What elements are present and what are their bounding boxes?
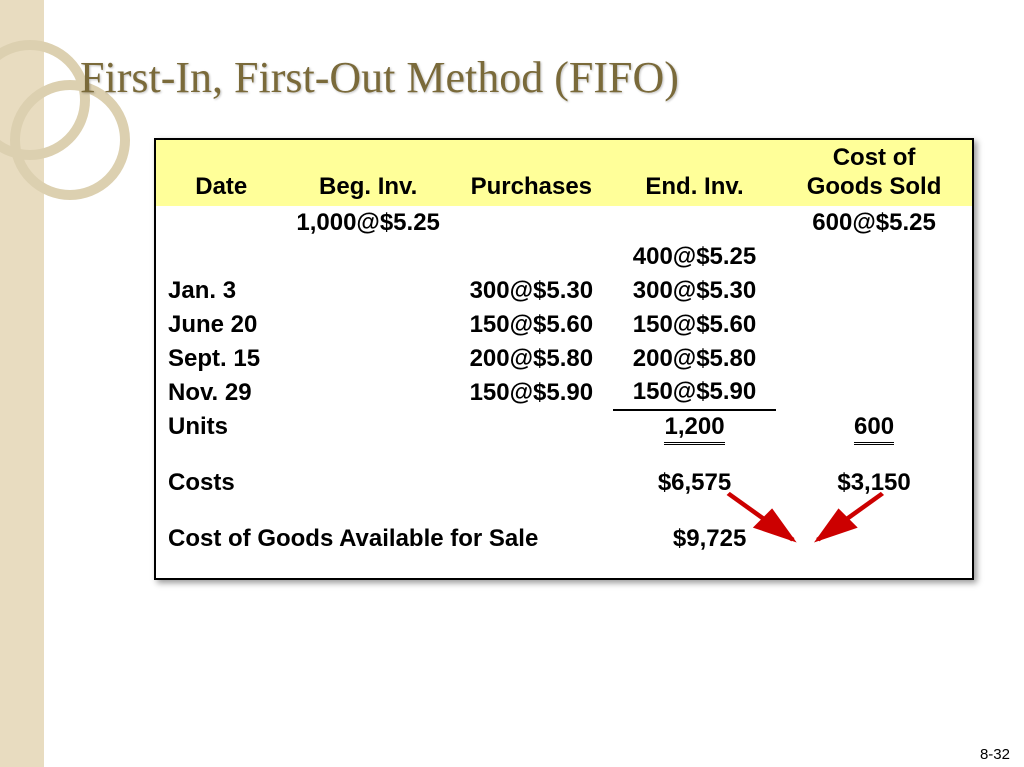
row-beg-inv: 1,000@$5.25 600@$5.25 [156,206,972,240]
row-jun20: June 20 150@$5.60 150@$5.60 [156,308,972,342]
cell-units-cogs: 600 [776,410,972,444]
cell-end-jun20: 150@$5.60 [613,308,776,342]
col-date: Date [156,140,287,206]
col-beg-inv: Beg. Inv. [287,140,450,206]
cell-date-nov29: Nov. 29 [156,376,287,410]
cell-units-end: 1,200 [613,410,776,444]
row-sep15: Sept. 15 200@$5.80 200@$5.80 [156,342,972,376]
row-end-400: 400@$5.25 [156,240,972,274]
cell-units-label: Units [156,410,287,444]
col-purchases: Purchases [450,140,613,206]
cell-purch-nov29: 150@$5.90 [450,376,613,410]
side-accent-band [0,0,44,767]
page-number: 8-32 [980,746,1010,763]
cell-costs-cogs: $3,150 [776,466,972,500]
cell-beg-inv: 1,000@$5.25 [287,206,450,240]
slide-title: First-In, First-Out Method (FIFO) [80,52,679,103]
cell-purch-jun20: 150@$5.60 [450,308,613,342]
cell-date-jan3: Jan. 3 [156,274,287,308]
cell-end-nov29: 150@$5.90 [613,376,776,410]
cell-purch-jan3: 300@$5.30 [450,274,613,308]
cell-date-sep15: Sept. 15 [156,342,287,376]
cell-end-jan3: 300@$5.30 [613,274,776,308]
row-nov29: Nov. 29 150@$5.90 150@$5.90 [156,376,972,410]
row-costs: Costs $6,575 $3,150 [156,466,972,500]
cell-cogas-value: $9,725 [613,522,972,556]
cell-end-400: 400@$5.25 [613,240,776,274]
spacer-2 [156,500,972,522]
row-units: Units 1,200 600 [156,410,972,444]
row-cogas: Cost of Goods Available for Sale $9,725 [156,522,972,556]
cell-end-sep15: 200@$5.80 [613,342,776,376]
cell-cogas-label: Cost of Goods Available for Sale [156,522,613,556]
row-jan3: Jan. 3 300@$5.30 300@$5.30 [156,274,972,308]
cell-cogs-begin: 600@$5.25 [776,206,972,240]
fifo-table-container: Date Beg. Inv. Purchases End. Inv. Cost … [154,138,974,580]
spacer-3 [156,556,972,578]
cell-costs-label: Costs [156,466,287,500]
col-cogs: Cost of Goods Sold [776,140,972,206]
fifo-table: Date Beg. Inv. Purchases End. Inv. Cost … [156,140,972,578]
cell-date-jun20: June 20 [156,308,287,342]
header-row: Date Beg. Inv. Purchases End. Inv. Cost … [156,140,972,206]
cell-costs-end: $6,575 [613,466,776,500]
cell-purch-sep15: 200@$5.80 [450,342,613,376]
spacer-1 [156,444,972,466]
col-end-inv: End. Inv. [613,140,776,206]
